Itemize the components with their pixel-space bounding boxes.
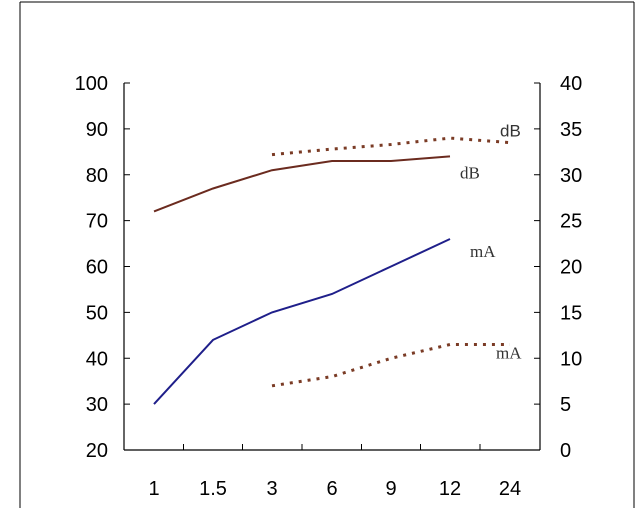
y-left-tick-label: 100	[75, 73, 108, 95]
x-tick-label: 3	[266, 478, 277, 500]
x-tick-label: 1	[148, 478, 159, 500]
y-right-tick-label: 30	[560, 165, 582, 187]
x-tick-label: 6	[326, 478, 337, 500]
series-line-db-left-solid	[153, 155, 451, 213]
y-right-tick-label: 25	[560, 211, 582, 233]
y-right-tick-label: 35	[560, 119, 582, 141]
x-tick-label: 24	[499, 478, 521, 500]
y-left-tick-label: 60	[86, 257, 108, 279]
y-right-tick-label: 40	[560, 73, 582, 95]
series-line-ma-right-dotted	[271, 343, 510, 388]
y-left-tick-label: 30	[86, 394, 108, 416]
series-label: dB	[500, 122, 521, 141]
x-tick-label: 1.5	[199, 478, 227, 500]
y-right-tick-label: 15	[560, 302, 582, 324]
y-left-tick-label: 70	[86, 211, 108, 233]
x-tick-label: 12	[439, 478, 461, 500]
series-label: mA	[470, 242, 496, 261]
y-left-tick-label: 20	[86, 440, 108, 462]
y-right-tick-label: 20	[560, 257, 582, 279]
y-left-tick-label: 80	[86, 165, 108, 187]
y-right-tick-label: 0	[560, 440, 571, 462]
y-left-tick-label: 50	[86, 302, 108, 324]
series-label: dB	[460, 163, 480, 182]
series-line-ma-left-solid	[153, 238, 451, 405]
y-right-tick-label: 5	[560, 394, 571, 416]
series-line-db-right-dotted	[271, 136, 511, 157]
y-right-tick-label: 10	[560, 348, 582, 370]
series-label: mA	[496, 343, 522, 362]
y-left-tick-label: 40	[86, 348, 108, 370]
x-tick-label: 9	[385, 478, 396, 500]
y-left-tick-label: 90	[86, 119, 108, 141]
